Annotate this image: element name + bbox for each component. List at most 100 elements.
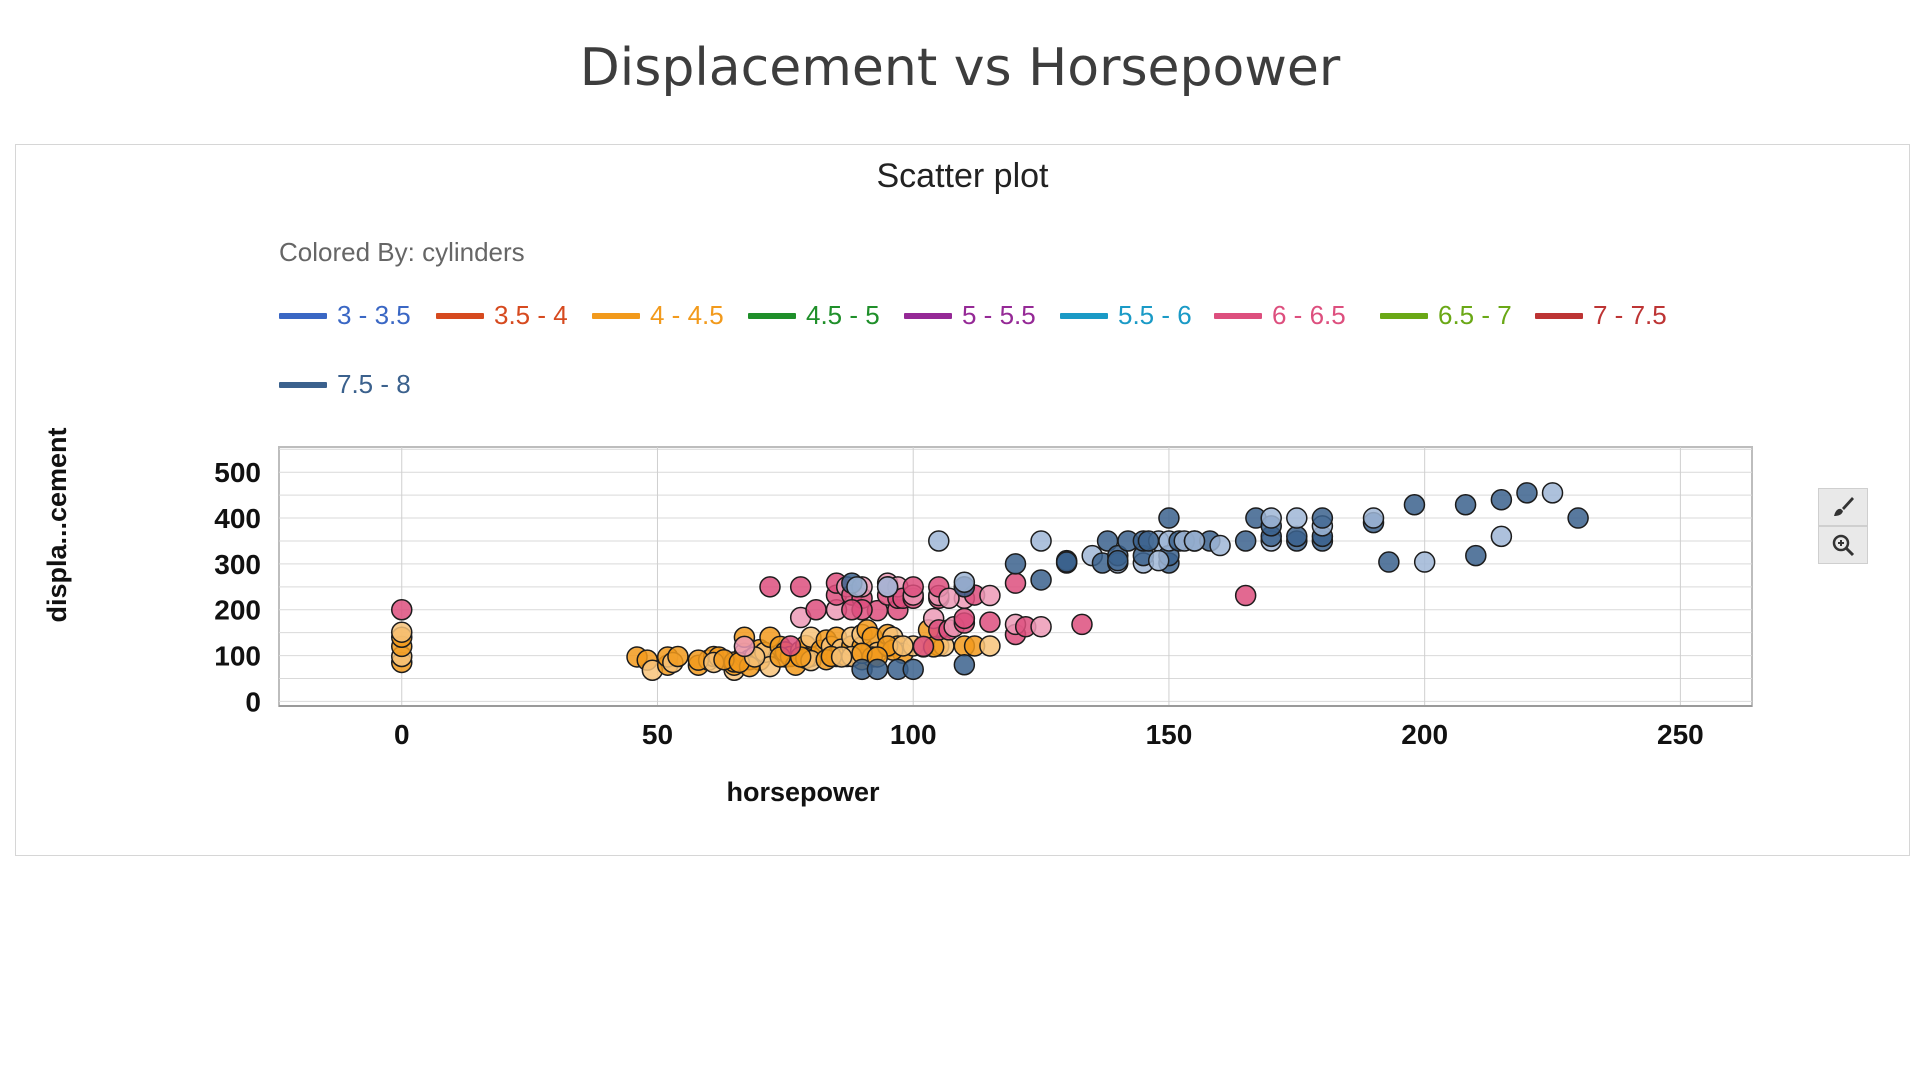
y-tick-label: 0 — [245, 686, 261, 717]
legend-label: 4.5 - 5 — [806, 300, 880, 330]
data-point — [789, 576, 812, 598]
data-point — [759, 576, 781, 598]
legend-swatch — [592, 312, 640, 319]
data-point — [876, 576, 899, 598]
legend-label: 6 - 6.5 — [1272, 300, 1346, 330]
data-point — [1030, 569, 1052, 591]
data-point — [391, 621, 413, 643]
data-point — [1286, 525, 1308, 548]
data-point — [902, 576, 924, 598]
legend-swatch — [279, 381, 327, 388]
data-point — [1490, 525, 1513, 548]
zoom-tool-button[interactable] — [1818, 526, 1868, 564]
x-tick-label: 100 — [890, 719, 937, 750]
legend-item[interactable]: 3 - 3.5 — [279, 300, 411, 331]
data-point — [902, 658, 924, 681]
y-tick-label: 200 — [214, 595, 261, 626]
legend-item[interactable]: 4.5 - 5 — [748, 300, 880, 331]
data-point — [1541, 482, 1564, 504]
data-point — [979, 584, 1001, 607]
legend-label: 6.5 - 7 — [1438, 300, 1512, 330]
data-point — [979, 611, 1001, 633]
zoom-in-icon — [1832, 534, 1855, 557]
legend-swatch — [904, 312, 952, 319]
data-point — [1030, 530, 1052, 552]
legend-item[interactable]: 5 - 5.5 — [904, 300, 1036, 331]
legend-label: 7.5 - 8 — [337, 369, 411, 399]
legend-swatch — [436, 312, 484, 319]
data-point — [733, 635, 756, 658]
legend-item[interactable]: 4 - 4.5 — [592, 300, 724, 331]
chart-title: Scatter plot — [876, 157, 1049, 195]
data-point — [1567, 507, 1589, 529]
data-point — [979, 635, 1001, 657]
legend-swatch — [1214, 312, 1262, 319]
data-point — [953, 571, 976, 593]
legend-item[interactable]: 7.5 - 8 — [279, 369, 411, 400]
y-axis-title: displa...cement — [42, 427, 72, 622]
data-point — [1234, 530, 1257, 552]
data-point — [1071, 613, 1093, 636]
legend-swatch — [279, 312, 327, 319]
data-point — [1137, 530, 1160, 552]
brush-icon — [1834, 497, 1854, 516]
data-point — [779, 635, 802, 657]
legend-item[interactable]: 3.5 - 4 — [436, 300, 568, 331]
x-tick-label: 150 — [1146, 719, 1193, 750]
data-point — [1413, 551, 1436, 573]
data-point — [1362, 507, 1385, 529]
data-point — [953, 607, 976, 630]
data-point — [1260, 507, 1282, 529]
legend-item[interactable]: 7 - 7.5 — [1535, 300, 1667, 331]
data-point — [1403, 494, 1426, 516]
x-tick-label: 200 — [1401, 719, 1448, 750]
data-point — [1158, 507, 1180, 529]
data-point — [1311, 507, 1334, 529]
y-tick-label: 100 — [214, 641, 261, 672]
x-tick-label: 0 — [394, 719, 410, 750]
data-point — [1183, 530, 1206, 552]
colored-by-label: Colored By: cylinders — [279, 237, 525, 267]
y-tick-label: 500 — [214, 457, 261, 488]
legend-swatch — [1380, 312, 1428, 319]
legend-swatch — [748, 312, 796, 319]
data-point — [892, 635, 914, 657]
data-point — [1286, 507, 1308, 529]
legend-label: 5 - 5.5 — [962, 300, 1036, 330]
data-point — [1107, 549, 1129, 572]
x-axis-title: horsepower — [726, 777, 880, 807]
brush-tool-button[interactable] — [1818, 488, 1868, 526]
legend-swatch — [1060, 312, 1108, 319]
page-title: Displacement vs Horsepower — [579, 38, 1341, 98]
data-point — [1030, 615, 1052, 638]
data-point — [841, 598, 863, 621]
data-point — [928, 530, 950, 552]
legend-label: 4 - 4.5 — [650, 300, 724, 330]
data-point — [1465, 544, 1487, 567]
legend-item[interactable]: 6 - 6.5 — [1214, 300, 1346, 331]
y-tick-label: 300 — [214, 549, 261, 580]
legend-item[interactable]: 5.5 - 6 — [1060, 300, 1192, 331]
legend-item[interactable]: 6.5 - 7 — [1380, 300, 1512, 331]
data-point — [830, 646, 853, 668]
data-point — [805, 598, 827, 621]
data-point — [667, 645, 689, 668]
data-point — [1147, 549, 1170, 572]
legend-label: 3 - 3.5 — [337, 300, 411, 330]
data-point — [1490, 488, 1513, 511]
data-point — [953, 653, 976, 676]
data-point — [1378, 551, 1400, 573]
data-point — [391, 598, 413, 621]
data-point — [1209, 534, 1231, 557]
data-point — [912, 635, 935, 658]
data-point — [866, 658, 889, 681]
data-point — [1004, 572, 1027, 594]
data-point — [938, 587, 960, 610]
x-tick-label: 250 — [1657, 719, 1704, 750]
data-point — [1055, 551, 1078, 573]
data-point — [1004, 553, 1027, 575]
data-point — [1454, 494, 1477, 516]
legend-swatch — [1535, 312, 1583, 319]
data-point — [846, 576, 868, 598]
x-tick-label: 50 — [642, 719, 673, 750]
